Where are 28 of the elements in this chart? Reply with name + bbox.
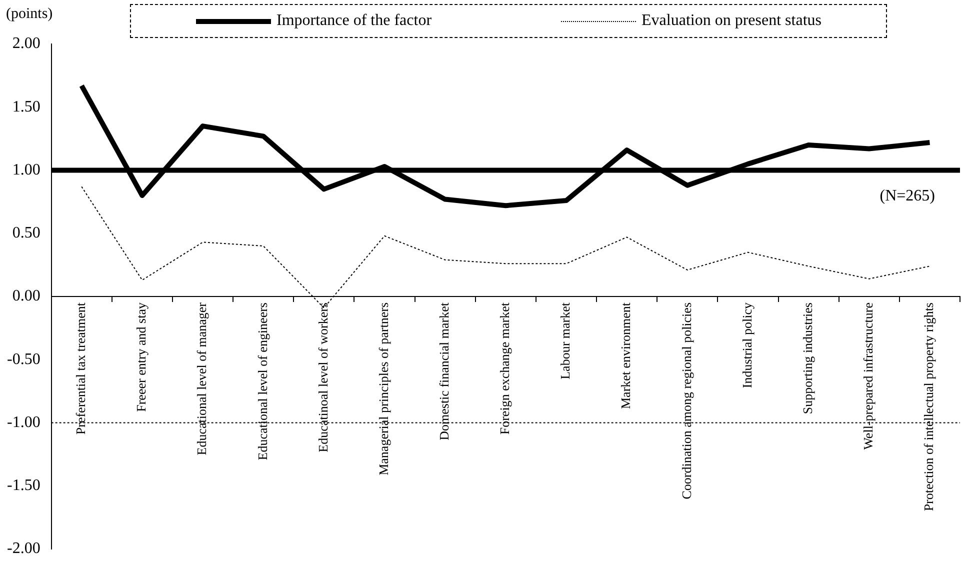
x-tick-label: Industrial policy (739, 302, 754, 388)
x-tick-label: Well-prepared infrastructure (860, 302, 876, 450)
x-tick-label: Educational level of engineers (254, 302, 270, 460)
y-tick-label: 1.50 (12, 98, 40, 116)
x-tick-label: Managerial principles of partners (376, 302, 391, 476)
y-tick-label: 2.00 (12, 35, 40, 52)
y-tick-label: -1.50 (7, 477, 40, 494)
y-tick-label: 0.50 (12, 224, 40, 242)
x-tick-label: Market environment (618, 302, 634, 409)
y-tick-label: -2.00 (7, 540, 40, 558)
annotation: (N=265) (880, 188, 935, 205)
x-tick-label: Domestic financial market (436, 302, 452, 440)
y-tick-label: -0.50 (7, 350, 40, 368)
x-tick-label: Preferential tax treatment (73, 302, 88, 435)
x-tick-label: Labour market (558, 302, 573, 380)
y-axis-title: (points) (6, 6, 53, 23)
legend-label: Evaluation on present status (642, 12, 822, 30)
x-tick-label: Freeer entry and stay (134, 302, 149, 412)
y-tick-label: 0.00 (12, 288, 40, 305)
x-tick-label: Protection of intellectual property rights (921, 302, 936, 512)
legend-label: Importance of the factor (276, 12, 432, 30)
x-tick-label: Coordination among regional policies (678, 302, 694, 500)
y-tick-label: 1.00 (12, 161, 40, 178)
x-tick-label: Educational level of manager (194, 302, 210, 456)
y-tick-label: -1.00 (7, 414, 40, 431)
x-tick-label: Foreign exchange market (497, 302, 512, 435)
x-tick-label: Supporting industries (800, 302, 815, 414)
x-tick-label: Educatinoal level of workers (315, 302, 330, 452)
